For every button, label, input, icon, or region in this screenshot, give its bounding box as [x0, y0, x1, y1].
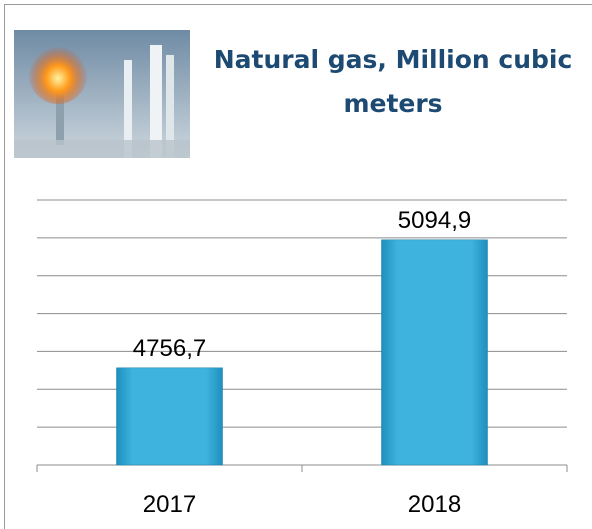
x-tick-label: 2018 [408, 491, 461, 518]
bar [381, 239, 488, 466]
chart-title: Natural gas, Million cubic meters [213, 45, 573, 118]
data-label: 5094,9 [398, 207, 471, 234]
frame [4, 4, 592, 529]
bar [116, 367, 223, 466]
x-tick-label: 2017 [143, 491, 196, 518]
data-label: 4756,7 [133, 335, 206, 362]
photo [14, 30, 190, 158]
